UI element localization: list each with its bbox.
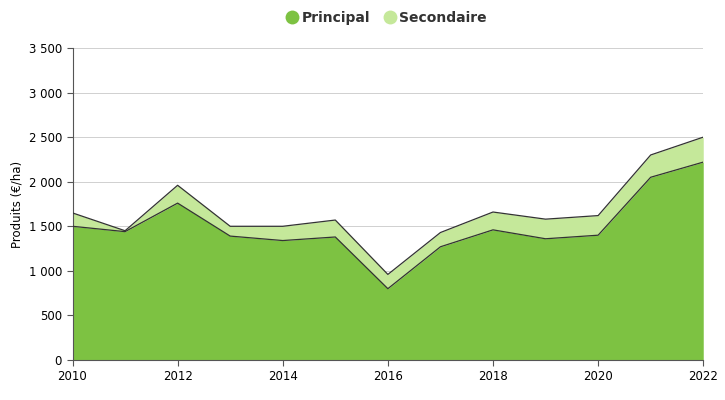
Y-axis label: Produits (€/ha): Produits (€/ha) [10,160,23,248]
Legend: Principal, Secondaire: Principal, Secondaire [289,11,486,25]
